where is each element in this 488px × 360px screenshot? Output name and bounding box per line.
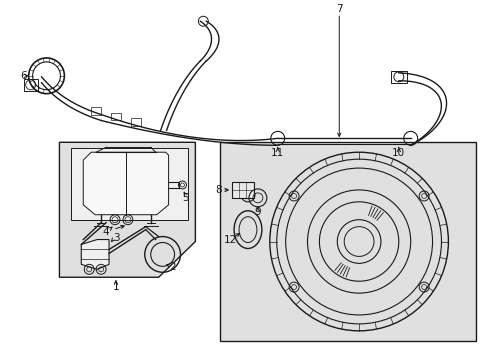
Text: 11: 11: [270, 148, 284, 158]
Text: 9: 9: [254, 207, 261, 217]
Polygon shape: [60, 142, 195, 277]
Bar: [131, 118, 141, 126]
Text: 6: 6: [20, 71, 27, 81]
Bar: [91, 107, 101, 114]
Bar: [390, 71, 406, 83]
Bar: [24, 79, 38, 91]
Bar: [71, 148, 188, 220]
Bar: [220, 142, 475, 341]
Text: 3: 3: [112, 233, 119, 243]
Text: 2: 2: [169, 262, 176, 272]
Bar: [232, 182, 253, 198]
Polygon shape: [83, 152, 168, 215]
Text: 12: 12: [223, 234, 236, 244]
Text: 5: 5: [182, 193, 188, 203]
Text: 4: 4: [102, 226, 109, 237]
Text: 8: 8: [214, 185, 221, 195]
Polygon shape: [81, 239, 109, 269]
Text: 7: 7: [335, 4, 342, 14]
Bar: [111, 113, 121, 121]
Text: 1: 1: [112, 282, 119, 292]
Text: 10: 10: [391, 148, 405, 158]
